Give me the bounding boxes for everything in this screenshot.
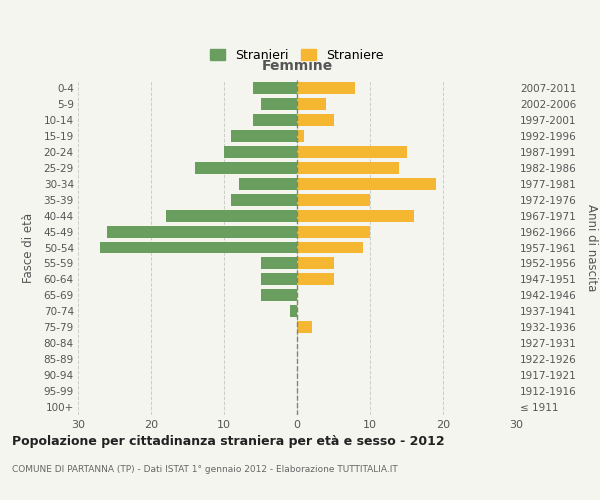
Bar bbox=[195, 162, 297, 173]
Bar bbox=[253, 82, 297, 94]
Bar bbox=[260, 290, 297, 302]
Bar bbox=[297, 194, 370, 205]
Bar bbox=[297, 258, 334, 270]
Bar bbox=[297, 242, 362, 254]
Bar bbox=[239, 178, 297, 190]
Bar bbox=[260, 274, 297, 285]
Bar bbox=[297, 274, 334, 285]
Bar bbox=[297, 82, 355, 94]
Text: Popolazione per cittadinanza straniera per età e sesso - 2012: Popolazione per cittadinanza straniera p… bbox=[12, 435, 445, 448]
Bar bbox=[290, 306, 297, 318]
Bar bbox=[166, 210, 297, 222]
Bar bbox=[100, 242, 297, 254]
Bar bbox=[260, 258, 297, 270]
Bar bbox=[297, 146, 407, 158]
Bar bbox=[232, 194, 297, 205]
Bar bbox=[297, 130, 304, 142]
Text: Femmine: Femmine bbox=[262, 60, 332, 74]
Bar bbox=[253, 114, 297, 126]
Y-axis label: Fasce di età: Fasce di età bbox=[22, 212, 35, 282]
Bar bbox=[297, 114, 334, 126]
Bar bbox=[297, 226, 370, 237]
Bar bbox=[224, 146, 297, 158]
Bar bbox=[232, 130, 297, 142]
Bar bbox=[107, 226, 297, 237]
Y-axis label: Anni di nascita: Anni di nascita bbox=[585, 204, 598, 291]
Bar bbox=[297, 322, 311, 333]
Legend: Stranieri, Straniere: Stranieri, Straniere bbox=[204, 42, 390, 68]
Bar bbox=[297, 178, 436, 190]
Bar bbox=[297, 162, 399, 173]
Bar bbox=[297, 98, 326, 110]
Text: COMUNE DI PARTANNA (TP) - Dati ISTAT 1° gennaio 2012 - Elaborazione TUTTITALIA.I: COMUNE DI PARTANNA (TP) - Dati ISTAT 1° … bbox=[12, 465, 398, 474]
Bar bbox=[260, 98, 297, 110]
Bar bbox=[297, 210, 414, 222]
